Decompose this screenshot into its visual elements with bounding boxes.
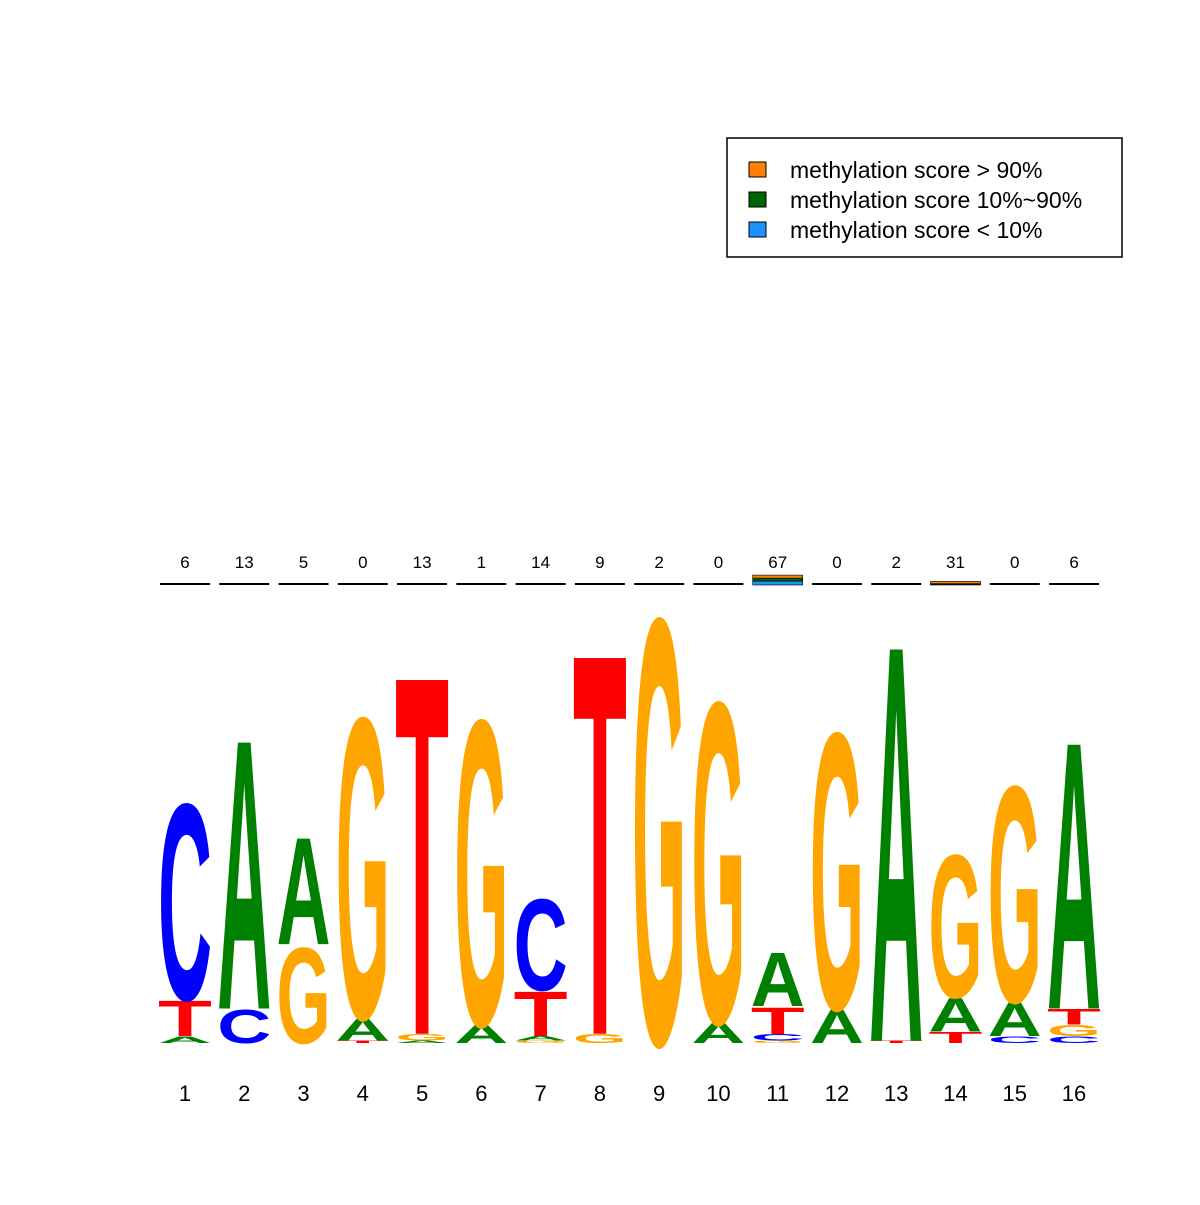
logo-letter: A [691, 1017, 745, 1049]
logo-letter: G [691, 606, 745, 1120]
legend-swatch [748, 191, 767, 208]
logo-letter: C [751, 1032, 805, 1043]
methylation-bar [752, 580, 804, 586]
logo-letter: C [988, 1035, 1042, 1046]
logo-letter: G [277, 920, 331, 1073]
logo-letter: A [1047, 662, 1101, 1090]
logo-letter: A [395, 1040, 449, 1044]
legend-swatch [748, 221, 767, 238]
position-label: 14 [943, 1081, 967, 1106]
logo-letter: A [158, 1035, 212, 1046]
count-label: 67 [768, 553, 787, 572]
position-label: 16 [1062, 1081, 1086, 1106]
count-label: 0 [832, 553, 841, 572]
position-label: 11 [766, 1081, 789, 1106]
logo-letter: A [454, 1020, 508, 1048]
count-label: 2 [654, 553, 663, 572]
count-label: 2 [892, 553, 901, 572]
count-label: 9 [595, 553, 604, 572]
logo-letter: A [277, 807, 331, 978]
logo-letter: G [573, 1032, 627, 1046]
position-label: 6 [475, 1081, 487, 1106]
logo-letter: G [1047, 1022, 1101, 1040]
count-label: 31 [946, 553, 965, 572]
logo-letter: A [336, 1012, 390, 1048]
logo-letter: T [395, 569, 449, 1144]
logo-letter: A [514, 1035, 568, 1042]
position-label: 5 [416, 1081, 428, 1106]
count-label: 5 [299, 553, 308, 572]
position-label: 7 [534, 1081, 546, 1106]
position-label: 10 [706, 1081, 730, 1106]
legend-label: methylation score < 10% [790, 217, 1043, 243]
legend-label: methylation score 10%~90% [790, 187, 1082, 213]
count-label: 13 [235, 553, 254, 572]
logo-letter: G [336, 629, 390, 1110]
logo-letter: T [573, 541, 627, 1150]
count-label: 0 [358, 553, 367, 572]
count-label: 14 [531, 553, 550, 572]
logo-letter: T [751, 999, 805, 1042]
legend-box [726, 137, 1123, 258]
logo-letter: A [869, 525, 923, 1162]
logo-letter: C [217, 1000, 271, 1054]
count-label: 6 [180, 553, 189, 572]
logo-letter: G [632, 490, 686, 1172]
logo-letter: T [929, 1029, 983, 1047]
logo-letter: G [751, 1040, 805, 1044]
position-label: 1 [179, 1081, 191, 1106]
count-label: 13 [413, 553, 432, 572]
position-label: 2 [238, 1081, 250, 1106]
count-label: 1 [477, 553, 486, 572]
position-label: 15 [1003, 1081, 1027, 1106]
logo-letter: A [217, 658, 271, 1091]
methylation-bar [930, 581, 981, 584]
logo-letter: T [514, 978, 568, 1050]
logo-letter: G [810, 651, 864, 1094]
position-label: 4 [357, 1081, 369, 1106]
count-label: 6 [1069, 553, 1078, 572]
logo-letter: T [869, 1040, 923, 1044]
position-label: 3 [297, 1081, 309, 1106]
logo-letter: T [1047, 1005, 1101, 1030]
position-label: 9 [653, 1081, 665, 1106]
logo-letter: G [988, 722, 1042, 1068]
logo-letter: A [751, 937, 805, 1023]
logo-letter: A [929, 988, 983, 1042]
position-label: 13 [884, 1081, 908, 1106]
logo-letter: G [929, 813, 983, 1042]
logo-letter: C [158, 745, 212, 1059]
logo-letter: T [158, 990, 212, 1047]
logo-letter: A [988, 993, 1042, 1047]
logo-letter: G [395, 1032, 449, 1043]
methylation-bar [752, 577, 804, 582]
position-label: 12 [825, 1081, 849, 1106]
logo-letter: C [514, 872, 568, 1018]
methylation-bar [752, 574, 804, 579]
logo-letter: T [336, 1040, 390, 1044]
legend-swatch [748, 161, 767, 178]
logo-letter: C [1047, 1035, 1101, 1046]
position-label: 8 [594, 1081, 606, 1106]
logo-letter: G [454, 630, 508, 1118]
legend-label: methylation score > 90% [790, 157, 1043, 183]
logo-letter: G [514, 1040, 568, 1044]
count-label: 0 [714, 553, 723, 572]
logo-letter: A [810, 1000, 864, 1054]
count-label: 0 [1010, 553, 1019, 572]
